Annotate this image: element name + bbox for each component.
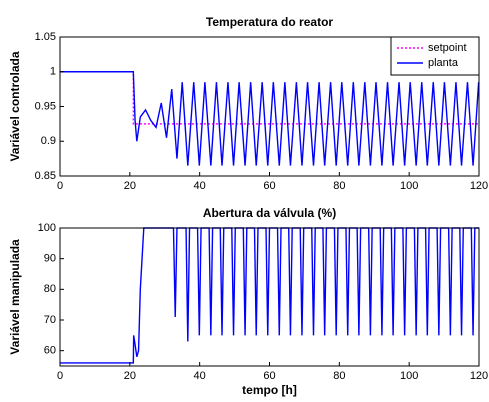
x-tick-label: 100	[400, 370, 418, 382]
y-tick-label: 1	[50, 66, 56, 78]
x-tick-label: 60	[263, 370, 275, 382]
legend-box	[390, 36, 480, 76]
x-tick-label: 0	[57, 180, 63, 192]
x-tick-label: 0	[57, 370, 63, 382]
y-tick-label: 60	[44, 345, 56, 357]
legend-label: setpoint	[428, 42, 467, 54]
y-tick-label: 1.05	[35, 31, 56, 43]
x-tick-label: 120	[470, 370, 488, 382]
y-tick-label: 0.85	[35, 170, 56, 182]
y-axis-label: Variável controlada	[8, 51, 22, 161]
x-tick-label: 120	[470, 180, 488, 192]
x-tick-label: 80	[333, 370, 345, 382]
y-tick-label: 0.95	[35, 100, 56, 112]
x-tick-label: 40	[194, 180, 206, 192]
chart-title: Abertura da válvula (%)	[203, 206, 336, 220]
y-tick-label: 100	[38, 222, 56, 234]
y-tick-label: 90	[44, 253, 56, 265]
x-tick-label: 20	[124, 370, 136, 382]
y-tick-label: 0.9	[41, 135, 56, 147]
x-tick-label: 40	[194, 370, 206, 382]
x-tick-label: 60	[263, 180, 275, 192]
series-line	[60, 71, 480, 166]
x-axis-label: tempo [h]	[242, 383, 297, 397]
x-tick-label: 80	[333, 180, 345, 192]
y-tick-label: 70	[44, 314, 56, 326]
series-line	[60, 227, 479, 364]
chart-title: Temperatura do reator	[206, 15, 333, 29]
x-tick-label: 100	[400, 180, 418, 192]
x-tick-label: 20	[124, 180, 136, 192]
y-axis-label: Variável manipulada	[8, 239, 22, 355]
y-tick-label: 80	[44, 283, 56, 295]
legend-label: planta	[428, 57, 459, 69]
